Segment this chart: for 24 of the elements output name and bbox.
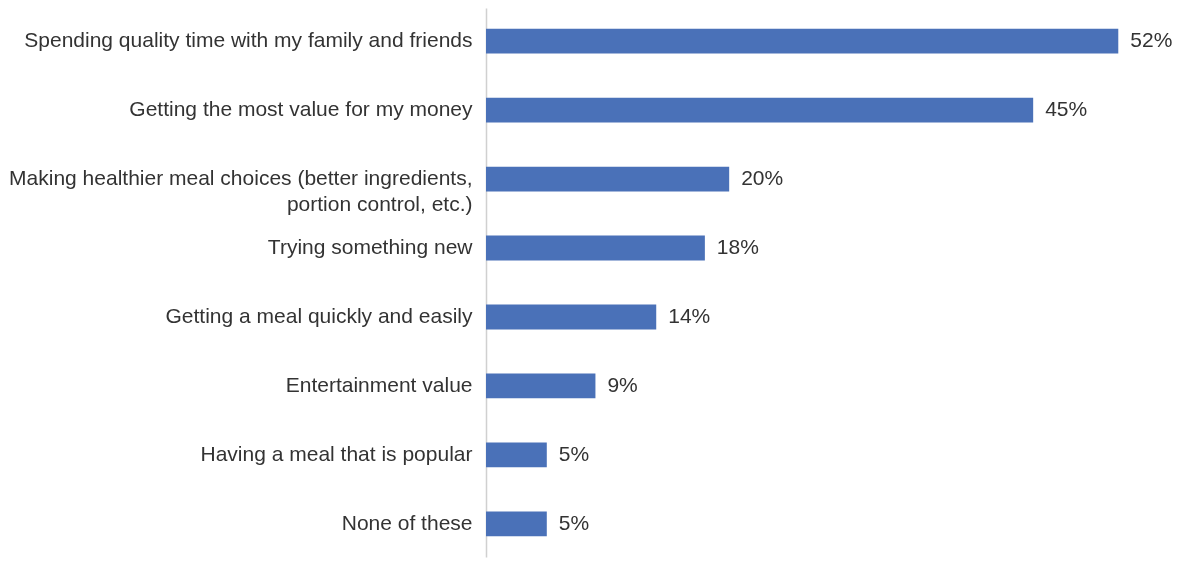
y-tick-label: Getting the most value for my money [129, 97, 473, 121]
bar [486, 304, 657, 330]
data-label: 45% [1045, 97, 1088, 121]
bar [486, 511, 547, 537]
bar [486, 442, 547, 468]
y-tick-label: Having a meal that is popular [200, 441, 473, 465]
data-label: 52% [1130, 28, 1173, 52]
y-tick-label: None of these [341, 510, 473, 534]
y-tick-label: Trying something new [267, 235, 474, 259]
bar [486, 166, 730, 192]
y-tick-label: Making healthier meal choices (better ingredients, portion control, etc.) [9, 166, 473, 216]
y-tick-label: Getting a meal quickly and easily [165, 303, 473, 327]
data-label: 14% [668, 303, 711, 327]
data-label: 20% [741, 166, 784, 190]
data-label: 18% [716, 235, 759, 259]
data-label: 9% [607, 372, 638, 396]
y-tick-label: Entertainment value [285, 372, 473, 396]
bar [486, 235, 705, 261]
y-tick-label: Spending quality time with my family and friends [24, 28, 473, 52]
bar [486, 97, 1034, 123]
bar [486, 28, 1119, 54]
bar [486, 373, 596, 399]
data-label: 5% [558, 510, 590, 534]
data-label: 5% [558, 441, 590, 465]
